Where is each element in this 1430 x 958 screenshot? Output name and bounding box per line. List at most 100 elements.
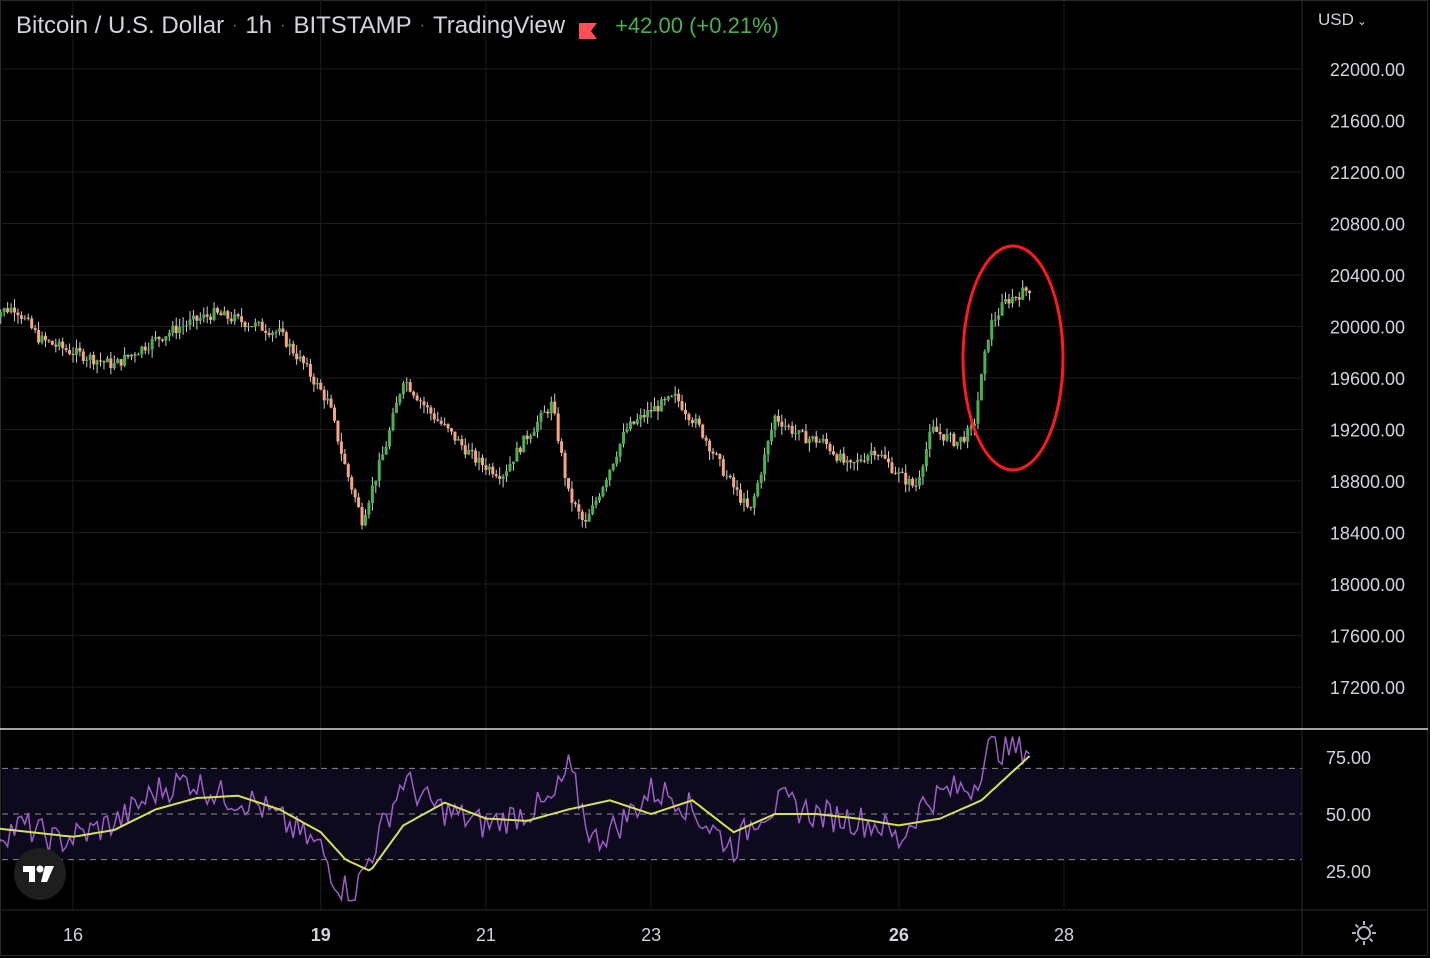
candle-body (938, 431, 942, 435)
candle-body (40, 335, 44, 343)
candle-body (308, 364, 312, 377)
grid-lines (2, 0, 1302, 910)
candle-body (955, 441, 959, 446)
candle-body (962, 436, 966, 442)
candle-body (439, 420, 443, 424)
time-axis-label: 19 (311, 925, 331, 945)
candle-body (866, 455, 870, 461)
candle-body (23, 317, 27, 319)
candle-body (873, 450, 877, 456)
candle-body (37, 329, 41, 343)
candle-body (959, 436, 963, 442)
candle-body (326, 398, 330, 401)
candle-body (140, 346, 144, 355)
candle-body (536, 421, 540, 432)
price-axis-label: 20400.00 (1330, 266, 1405, 286)
price-axis-label: 19200.00 (1330, 421, 1405, 441)
candle-body (171, 325, 175, 333)
price-axis-label: 20000.00 (1330, 318, 1405, 338)
candle-body (240, 316, 244, 323)
candle-body (374, 480, 378, 486)
candle-body (687, 414, 691, 421)
candle-body (1028, 290, 1032, 294)
candle-body (391, 413, 395, 431)
candle-body (628, 421, 632, 429)
candle-body (677, 393, 681, 402)
interval-label[interactable]: 1h (245, 12, 273, 39)
candle-body (398, 394, 402, 403)
candle-body (570, 488, 574, 503)
candle-body (701, 424, 705, 438)
candle-body (567, 477, 570, 489)
candle-body (257, 321, 261, 323)
price-axis-label: 18400.00 (1330, 524, 1405, 544)
symbol-legend[interactable]: Bitcoin / U.S. Dollar · 1h · BITSTAMP · … (16, 10, 779, 42)
candle-body (415, 395, 419, 401)
candle-body (381, 454, 385, 461)
price-change: +42.00 (+0.21%) (615, 13, 779, 38)
time-axis-label: 21 (476, 925, 496, 945)
candle-body (914, 485, 918, 487)
source-label: TradingView (433, 12, 566, 39)
candle-body (353, 489, 357, 498)
candle-body (969, 426, 973, 429)
candle-body (277, 328, 281, 332)
price-axis-label: 18000.00 (1330, 575, 1405, 595)
candle-body (57, 341, 61, 347)
candle-body (639, 414, 643, 420)
candle-body (450, 428, 454, 432)
candle-body (339, 441, 343, 454)
candle-body (147, 349, 151, 351)
rsi-axis-label: 50.00 (1326, 805, 1371, 825)
candle-body (997, 315, 1001, 320)
candle-body (30, 318, 34, 329)
tradingview-logo-icon[interactable] (14, 848, 66, 900)
candle-body (484, 465, 488, 470)
candle-body (580, 511, 584, 520)
candle-body (456, 439, 460, 441)
candle-body (185, 325, 189, 327)
candle-body (508, 463, 512, 472)
candle-body (71, 353, 75, 355)
candle-body (594, 500, 598, 506)
price-axis-label: 21200.00 (1330, 163, 1405, 183)
candle-body (212, 308, 216, 320)
candle-body (518, 447, 522, 453)
candle-body (597, 496, 601, 501)
candle-body (329, 398, 333, 408)
candle-body (64, 348, 68, 351)
candle-body (357, 497, 361, 508)
candle-body (642, 414, 646, 418)
flag-icon[interactable] (579, 18, 598, 39)
currency-selector[interactable]: USD ⌄ (1318, 10, 1367, 30)
settings-gear-icon[interactable] (1350, 919, 1378, 947)
candle-body (756, 482, 760, 497)
candle-body (745, 498, 749, 507)
candle-body (653, 406, 657, 412)
candle-body (143, 346, 147, 351)
candle-body (515, 447, 519, 462)
candle-body (16, 312, 20, 316)
candle-body (732, 477, 736, 488)
candle-body (780, 421, 784, 427)
candle-body (188, 319, 192, 326)
candle-body (102, 361, 106, 363)
candle-body (191, 315, 195, 320)
candle-body (50, 341, 54, 345)
candle-body (587, 514, 591, 522)
candle-body (862, 460, 866, 462)
price-axis-label: 22000.00 (1330, 60, 1405, 80)
candle-body (828, 444, 832, 452)
price-axis-label: 21600.00 (1330, 112, 1405, 132)
candle-body (917, 477, 921, 486)
candle-body (463, 445, 467, 455)
candle-body (6, 308, 10, 313)
candle-body (181, 325, 185, 327)
candle-body (911, 478, 915, 486)
candle-body (852, 462, 856, 464)
candle-body (721, 459, 725, 476)
candle-body (924, 449, 928, 467)
candle-body (880, 454, 884, 457)
candle-body (219, 312, 223, 316)
